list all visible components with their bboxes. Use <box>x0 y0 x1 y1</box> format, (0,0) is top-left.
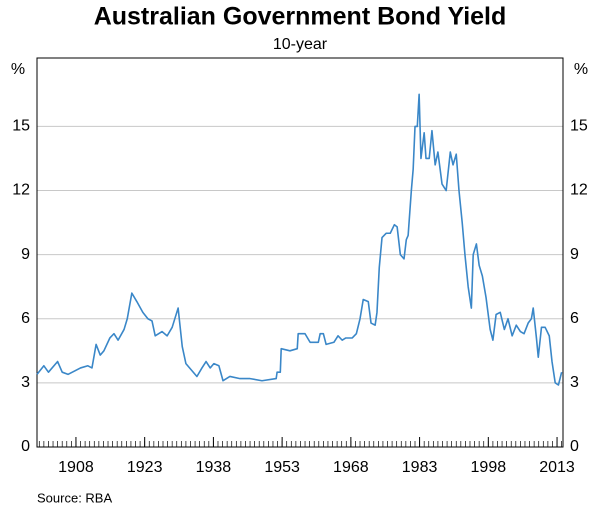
y2-tick-label: 0 <box>570 438 579 455</box>
x-tick-label: 1983 <box>402 459 438 476</box>
x-tick-label: 1908 <box>58 459 94 476</box>
plot-frame <box>36 57 564 448</box>
x-tick-label: 1953 <box>264 459 300 476</box>
y-unit: % <box>11 61 25 78</box>
y2-tick-label: 12 <box>570 182 588 199</box>
y-tick-label: 15 <box>12 118 30 135</box>
chart-title: Australian Government Bond Yield <box>94 3 507 31</box>
y-tick-label: 3 <box>21 374 30 391</box>
y2-tick-label: 9 <box>570 246 579 263</box>
y2-tick-label: 15 <box>570 118 588 135</box>
y2-tick-label: 6 <box>570 310 579 327</box>
x-tick-label: 1998 <box>471 459 507 476</box>
y2-unit: % <box>574 61 588 78</box>
x-tick-label: 2013 <box>539 459 575 476</box>
x-tick-label: 1923 <box>127 459 163 476</box>
y-tick-label: 12 <box>12 182 30 199</box>
y2-tick-label: 3 <box>570 374 579 391</box>
x-tick-label: 1968 <box>333 459 369 476</box>
y-tick-label: 6 <box>21 310 30 327</box>
chart-subtitle: 10-year <box>273 36 328 53</box>
series-line <box>36 93 563 386</box>
y-tick-label: 9 <box>21 246 30 263</box>
x-tick-label: 1938 <box>196 459 232 476</box>
source: Source: RBA <box>37 490 112 505</box>
y-tick-label: 0 <box>21 438 30 455</box>
